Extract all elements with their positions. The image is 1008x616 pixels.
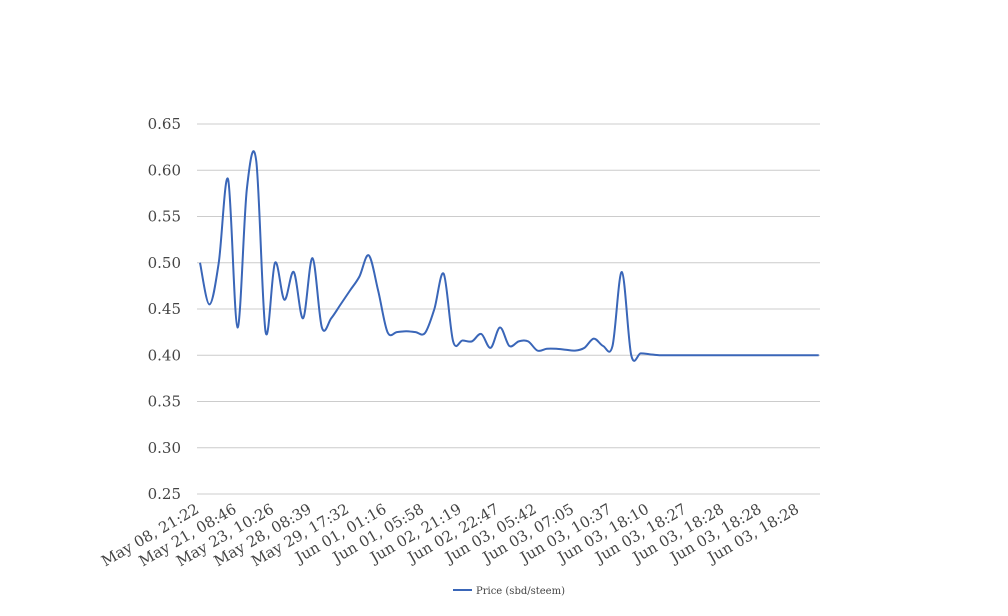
y-tick-label: 0.50 (148, 254, 181, 272)
y-tick-label: 0.55 (148, 208, 181, 226)
y-tick-label: 0.60 (148, 161, 181, 179)
y-tick-label: 0.45 (148, 300, 181, 318)
y-tick-label: 0.25 (148, 485, 181, 503)
y-tick-label: 0.65 (148, 115, 181, 133)
price-line (199, 150, 819, 362)
legend-label: Price (sbd/steem) (476, 586, 565, 597)
y-tick-label: 0.40 (148, 346, 181, 364)
y-tick-label: 0.35 (148, 393, 181, 411)
y-tick-label: 0.30 (148, 439, 181, 457)
